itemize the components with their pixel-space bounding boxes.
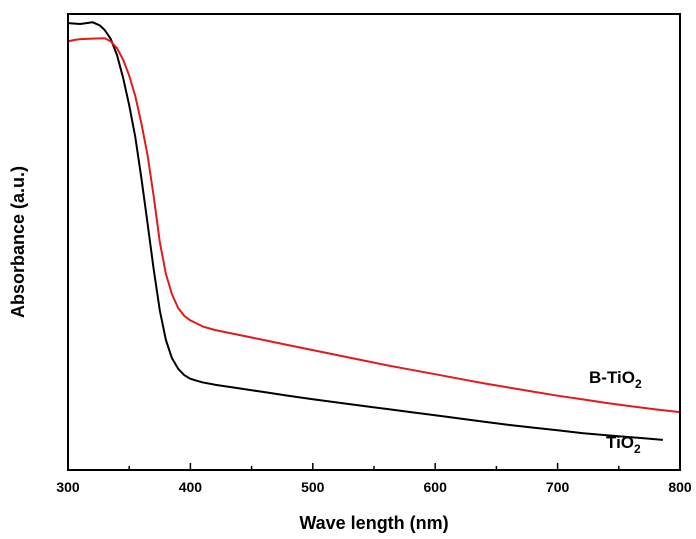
x-tick-label: 300 [56,479,80,495]
y-axis-title: Absorbance (a.u.) [8,166,28,318]
x-tick-label: 500 [301,479,325,495]
series-line-b-tio2 [67,37,681,414]
series-line-tio2 [67,21,663,441]
x-axis-title: Wave length (nm) [299,513,448,533]
x-tick-label: 800 [668,479,692,495]
series-labels: TiO2 B-TiO2 [589,368,642,456]
x-tick-label: 700 [546,479,570,495]
series-lines [67,21,681,441]
x-tick-label: 400 [179,479,203,495]
x-axis-ticks [67,463,681,470]
x-axis-tick-labels: 300 400 500 600 700 800 [56,479,692,495]
series-label-b-tio2: B-TiO2 [589,368,642,391]
series-label-tio2: TiO2 [606,433,641,456]
x-tick-label: 600 [424,479,448,495]
